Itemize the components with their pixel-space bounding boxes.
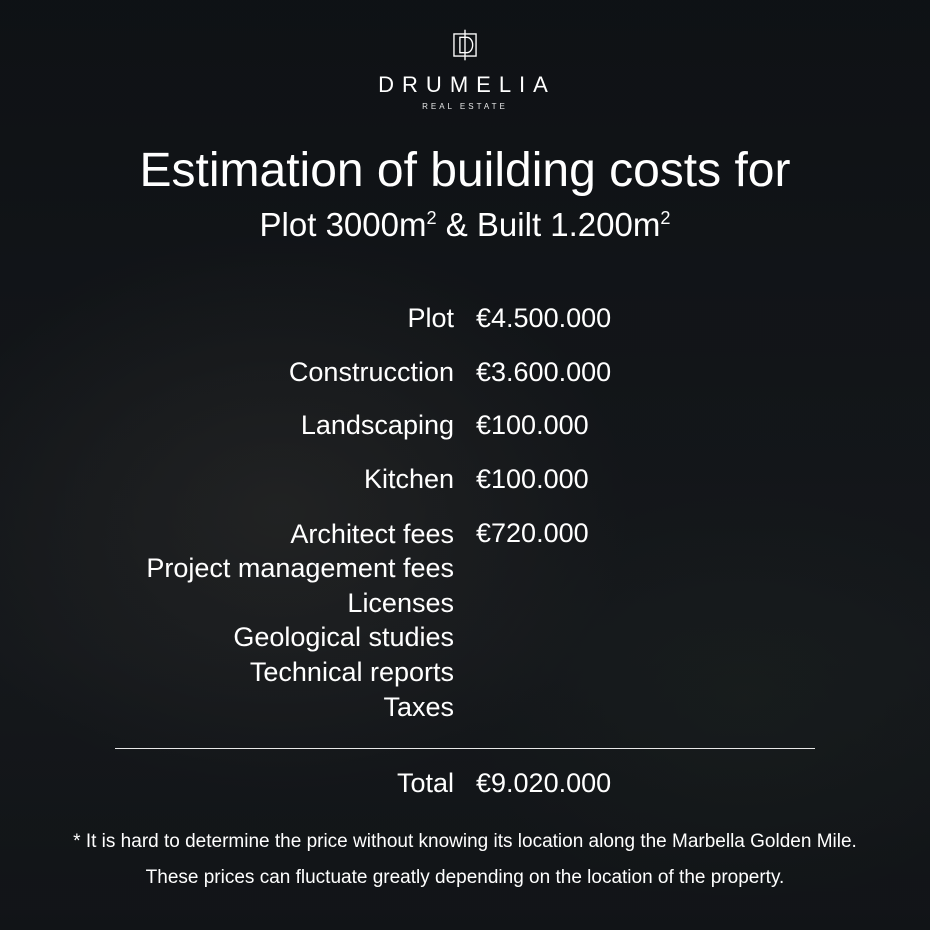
row-label: Kitchen (115, 463, 454, 497)
row-value: €3.600.000 (476, 356, 815, 390)
row-label: Landscaping (115, 409, 454, 443)
group-label: Technical reports (250, 655, 454, 690)
page-subtitle: Plot 3000m2 & Built 1.200m2 (260, 206, 671, 244)
row-label: Construcction (115, 356, 454, 390)
row-value: €720.000 (476, 517, 815, 551)
group-label: Taxes (383, 690, 454, 725)
row-fees-group: Architect fees Project management fees L… (115, 517, 815, 724)
total-value: €9.020.000 (476, 767, 815, 801)
row-value: €100.000 (476, 409, 815, 443)
row-value: €100.000 (476, 463, 815, 497)
brand-mark-icon (448, 28, 482, 62)
group-label: Architect fees (290, 517, 454, 552)
group-label: Geological studies (233, 620, 454, 655)
page: DRUMELIA REAL ESTATE Estimation of build… (0, 0, 930, 930)
row-value: €4.500.000 (476, 302, 815, 336)
brand-logo: DRUMELIA REAL ESTATE (374, 28, 556, 111)
brand-subtitle: REAL ESTATE (422, 102, 508, 111)
cost-table: Plot €4.500.000 Construcction €3.600.000… (115, 302, 815, 734)
page-title: Estimation of building costs for (140, 145, 791, 198)
row-landscaping: Landscaping €100.000 (115, 409, 815, 443)
row-total: Total €9.020.000 (115, 767, 815, 801)
row-plot: Plot €4.500.000 (115, 302, 815, 336)
total-label: Total (115, 767, 454, 801)
footnote: * It is hard to determine the price with… (63, 824, 867, 900)
row-label: Plot (115, 302, 454, 336)
brand-name: DRUMELIA (374, 72, 556, 98)
footnote-line: * It is hard to determine the price with… (73, 824, 857, 860)
group-label: Licenses (347, 586, 454, 621)
row-kitchen: Kitchen €100.000 (115, 463, 815, 497)
row-construction: Construcction €3.600.000 (115, 356, 815, 390)
footnote-line: These prices can fluctuate greatly depen… (73, 860, 857, 896)
group-label: Project management fees (146, 551, 454, 586)
row-group-labels: Architect fees Project management fees L… (115, 517, 454, 724)
total-divider (115, 748, 815, 749)
total-row-container: Total €9.020.000 (115, 767, 815, 801)
